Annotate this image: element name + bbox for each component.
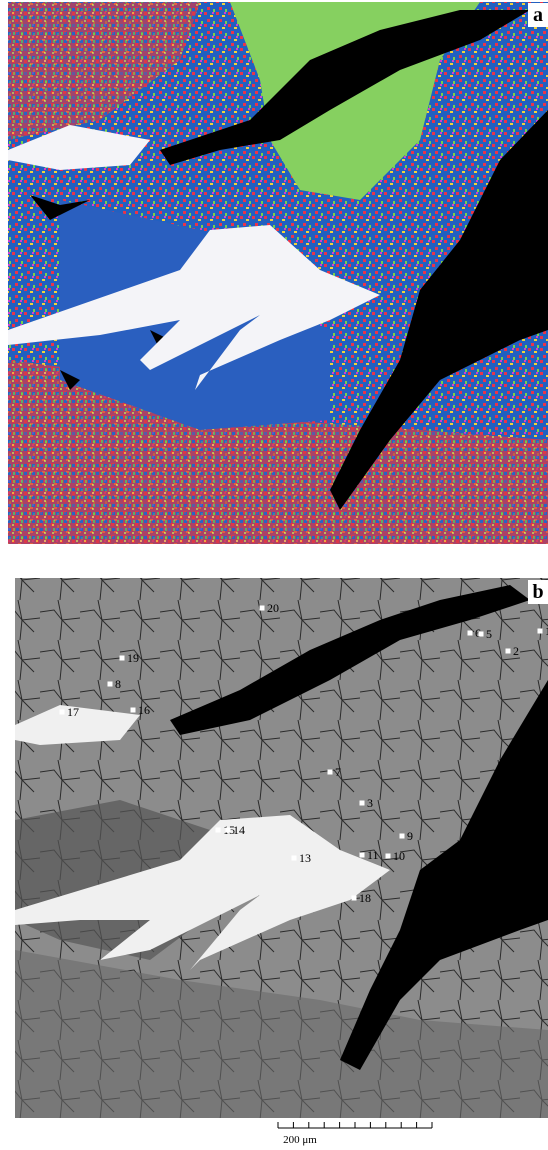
figure-svg: a b 2016521981716739111015141318 200 μm	[0, 0, 548, 1150]
panel-a: a	[8, 2, 548, 544]
point-label: 20	[267, 601, 279, 615]
point-marker	[260, 606, 265, 611]
point-marker	[386, 854, 391, 859]
point-label: 14	[233, 823, 245, 837]
point-marker	[538, 629, 543, 634]
point-label: 18	[359, 891, 371, 905]
point-marker	[468, 631, 473, 636]
point-label: 11	[367, 848, 379, 862]
point-marker	[226, 828, 231, 833]
point-label: 2	[513, 644, 519, 658]
panel-label: b	[532, 581, 543, 603]
panel-label: a	[533, 4, 543, 26]
point-label: 10	[393, 849, 405, 863]
point-marker	[400, 834, 405, 839]
figure: a b 2016521981716739111015141318 200 μm	[0, 0, 548, 1150]
point-marker	[479, 632, 484, 637]
point-label: 5	[486, 627, 492, 641]
point-marker	[506, 649, 511, 654]
point-label: 7	[335, 765, 341, 779]
point-marker	[360, 801, 365, 806]
point-marker	[328, 770, 333, 775]
point-marker	[360, 853, 365, 858]
point-marker	[216, 828, 221, 833]
panel-b: b 2016521981716739111015141318 200 μm	[15, 578, 548, 1146]
point-label: 9	[407, 829, 413, 843]
scale-bar: 200 μm	[278, 1122, 432, 1146]
point-marker	[292, 856, 297, 861]
point-label: 17	[67, 705, 79, 719]
point-marker	[120, 656, 125, 661]
point-marker	[131, 708, 136, 713]
point-label: 16	[138, 703, 150, 717]
point-marker	[60, 710, 65, 715]
point-label: 3	[367, 796, 373, 810]
scale-ticks	[278, 1122, 432, 1128]
point-label: 13	[299, 851, 311, 865]
point-label: 8	[115, 677, 121, 691]
point-label: 19	[127, 651, 139, 665]
point-marker	[108, 682, 113, 687]
scale-label: 200 μm	[283, 1134, 317, 1146]
point-marker	[352, 896, 357, 901]
